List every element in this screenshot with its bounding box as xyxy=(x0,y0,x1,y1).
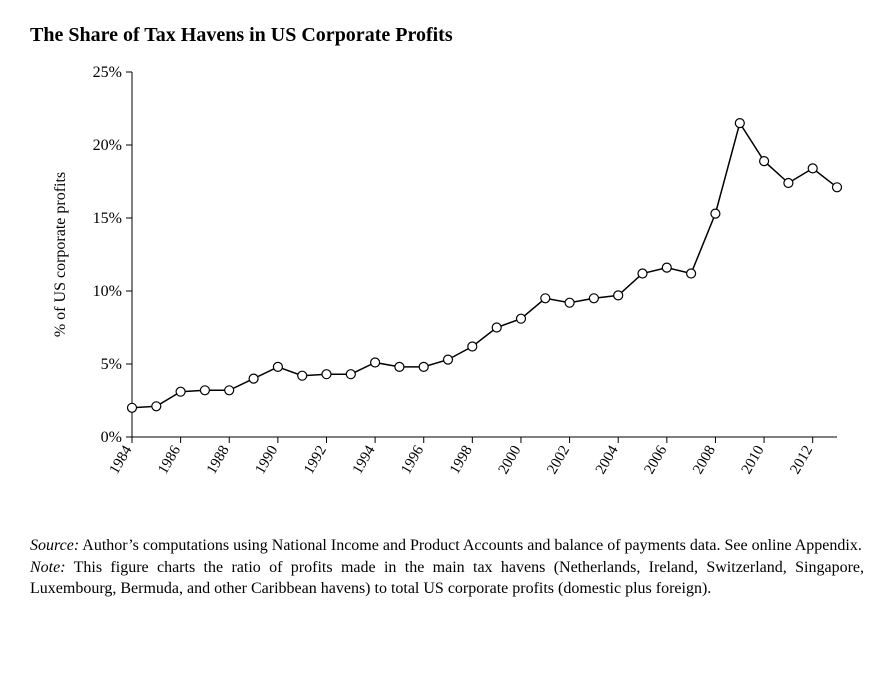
x-tick-label: 1992 xyxy=(301,443,330,477)
data-point xyxy=(468,342,477,351)
x-tick-label: 1996 xyxy=(398,443,427,477)
data-point xyxy=(565,298,574,307)
source-text: Author’s computations using National Inc… xyxy=(79,537,862,554)
x-tick-label: 1994 xyxy=(350,443,379,477)
x-tick-label: 2010 xyxy=(739,443,768,477)
data-point xyxy=(784,179,793,188)
data-point xyxy=(225,386,234,395)
data-point xyxy=(273,362,282,371)
data-point xyxy=(395,362,404,371)
x-tick-label: 1986 xyxy=(155,443,184,477)
data-point xyxy=(760,157,769,166)
data-point xyxy=(517,314,526,323)
data-point xyxy=(492,323,501,332)
y-tick-label: 10% xyxy=(93,283,122,300)
chart-area: 0% 5% 10% 15% 20% 25% 1984 1986 1988 1990 1992 1994… xyxy=(37,57,857,517)
y-tick-label: 0% xyxy=(101,429,122,446)
caption-note: Note: This figure charts the ratio of pr… xyxy=(30,557,864,600)
data-point xyxy=(176,387,185,396)
data-point xyxy=(298,371,307,380)
data-point xyxy=(589,294,598,303)
caption-source: Source: Author’s computations using Nati… xyxy=(30,535,864,557)
line-chart: 0% 5% 10% 15% 20% 25% 1984 1986 1988 1990 1992 1994… xyxy=(37,57,857,517)
data-point xyxy=(735,119,744,128)
y-tick-label: 5% xyxy=(101,356,122,373)
data-point xyxy=(711,209,720,218)
data-point xyxy=(322,370,331,379)
y-tick-label: 20% xyxy=(93,137,122,154)
x-tick-label: 2000 xyxy=(496,443,525,477)
x-tick-label: 2008 xyxy=(690,443,719,477)
data-point xyxy=(808,164,817,173)
x-tick-label: 2004 xyxy=(593,443,622,477)
data-point xyxy=(687,269,696,278)
data-point xyxy=(249,374,258,383)
chart-title: The Share of Tax Havens in US Corporate … xyxy=(30,24,864,47)
data-point xyxy=(128,403,137,412)
x-tick-label: 2002 xyxy=(544,443,573,477)
data-point xyxy=(200,386,209,395)
data-point xyxy=(638,269,647,278)
data-point xyxy=(371,358,380,367)
caption-block: Source: Author’s computations using Nati… xyxy=(30,535,864,600)
data-point xyxy=(833,183,842,192)
data-point xyxy=(541,294,550,303)
x-tick-label: 1984 xyxy=(107,443,136,477)
page: The Share of Tax Havens in US Corporate … xyxy=(0,0,894,678)
data-point xyxy=(662,263,671,272)
y-axis-label: % of US corporate profits xyxy=(52,172,69,337)
x-tick-label: 1990 xyxy=(252,443,281,477)
series-line xyxy=(132,123,837,408)
x-tick-label: 1988 xyxy=(204,443,233,477)
y-tick-label: 15% xyxy=(93,210,122,227)
data-point xyxy=(346,370,355,379)
data-point xyxy=(614,291,623,300)
note-text: This figure charts the ratio of profits … xyxy=(30,559,864,598)
note-label: Note: xyxy=(30,559,66,576)
data-point xyxy=(444,355,453,364)
y-tick-label: 25% xyxy=(93,64,122,81)
x-tick-label: 2012 xyxy=(787,443,816,477)
data-point xyxy=(152,402,161,411)
x-tick-label: 2006 xyxy=(641,443,670,477)
source-label: Source: xyxy=(30,537,79,554)
data-point xyxy=(419,362,428,371)
x-tick-label: 1998 xyxy=(447,443,476,477)
